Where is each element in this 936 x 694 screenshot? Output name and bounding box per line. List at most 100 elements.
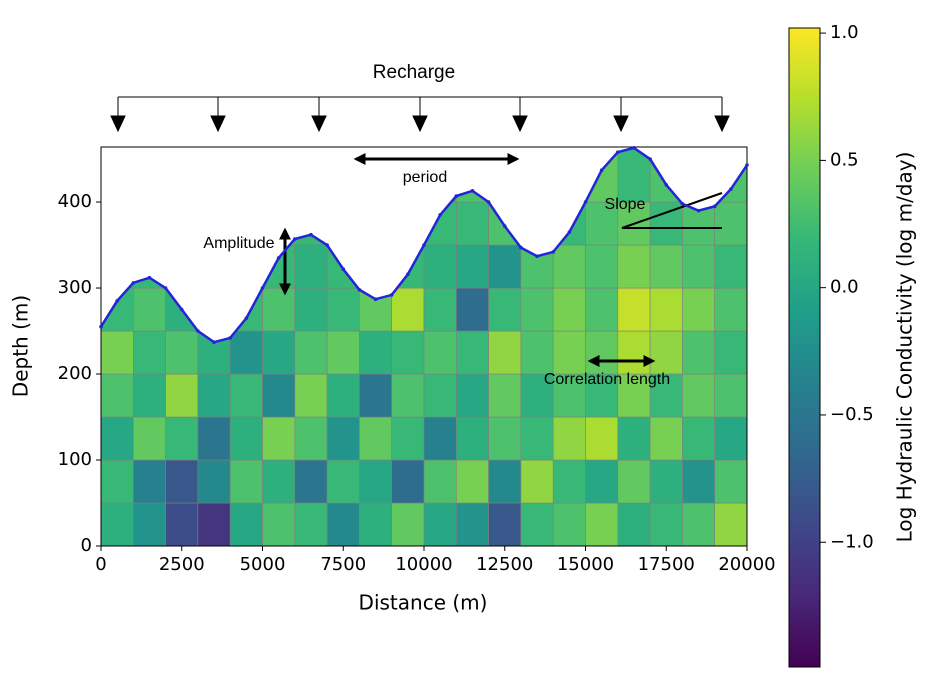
surface-point: [179, 307, 184, 312]
x-axis-label: Distance (m): [359, 591, 488, 615]
recharge-head: [412, 115, 428, 133]
colorbar-label: Log Hydraulic Conductivity (log m/day): [893, 152, 917, 543]
cell: [326, 201, 360, 246]
cell: [391, 502, 425, 546]
surface-point: [535, 254, 539, 259]
cell: [714, 201, 747, 246]
cell: [391, 373, 425, 418]
cell: [229, 459, 263, 504]
cell: [714, 287, 747, 332]
recharge-head: [512, 115, 528, 133]
surface-point: [228, 336, 232, 340]
surface-point: [519, 245, 523, 250]
surface-point: [341, 267, 346, 271]
surface-point: [293, 237, 297, 241]
cell: [488, 459, 522, 504]
surface-point: [163, 286, 168, 290]
cell: [197, 287, 231, 332]
cell: [133, 201, 166, 246]
cell: [165, 330, 199, 375]
cell: [165, 416, 199, 461]
cell: [423, 459, 457, 504]
surface-point: [696, 208, 701, 213]
cell: [520, 373, 554, 418]
cell: [617, 287, 651, 332]
cell: [520, 287, 554, 332]
cell: [682, 287, 716, 332]
cell: [101, 502, 134, 546]
y-tick-label: 300: [58, 277, 92, 298]
cell: [359, 459, 392, 504]
surface-point: [212, 340, 216, 345]
cell: [229, 502, 263, 546]
surface-point: [632, 146, 636, 150]
cell: [649, 459, 683, 504]
recharge-arrows: [110, 96, 730, 133]
cell: [294, 330, 328, 375]
cell: [649, 147, 683, 203]
cell: [165, 147, 199, 203]
surface-point: [406, 272, 410, 277]
y-tick-label: 200: [58, 363, 92, 384]
surface-point: [729, 187, 733, 191]
cell: [682, 330, 716, 375]
cell: [101, 244, 134, 289]
cell: [165, 201, 199, 246]
slope-label: Slope: [605, 196, 646, 213]
y-tick-label: 400: [58, 191, 92, 212]
recharge-head: [714, 115, 730, 133]
cell: [262, 459, 296, 504]
cell: [391, 416, 425, 461]
cell: [714, 459, 747, 504]
cell: [455, 330, 489, 375]
surface-point: [276, 256, 281, 260]
x-tick-label: 0: [95, 554, 106, 575]
x-tick-label: 7500: [320, 554, 366, 575]
cell: [326, 373, 360, 418]
cell: [133, 287, 166, 332]
surface-point: [438, 213, 442, 217]
cell: [294, 502, 328, 546]
surface-point: [99, 324, 103, 329]
cell: [359, 416, 392, 461]
y-tick-label: 0: [81, 535, 92, 556]
surface-point: [454, 194, 459, 198]
surface-point: [486, 200, 491, 204]
cell: [262, 287, 296, 332]
cell: [101, 287, 134, 332]
cell: [552, 459, 586, 504]
cell: [585, 244, 619, 289]
cell: [391, 287, 425, 332]
cell: [391, 459, 425, 504]
cell: [229, 373, 263, 418]
x-tick-label: 10000: [395, 554, 452, 575]
cell: [326, 287, 360, 332]
cell: [359, 201, 392, 246]
cell: [423, 330, 457, 375]
cell: [682, 502, 716, 546]
cell: [294, 287, 328, 332]
cell: [197, 373, 231, 418]
surface-point: [260, 286, 265, 290]
cell: [520, 459, 554, 504]
colorbar: [788, 27, 821, 668]
cell: [101, 330, 134, 375]
cell: [423, 244, 457, 289]
surface-point: [599, 168, 604, 173]
surface-point: [712, 204, 717, 209]
cell: [455, 459, 489, 504]
cell: [488, 416, 522, 461]
cell: [585, 416, 619, 461]
surface-point: [648, 157, 652, 161]
surface-point: [389, 293, 394, 297]
cell: [585, 502, 619, 546]
surface-point: [196, 329, 200, 333]
cell: [133, 330, 166, 375]
cell: [262, 330, 296, 375]
cell: [133, 373, 166, 418]
surface-point: [131, 281, 136, 285]
cell: [520, 502, 554, 546]
cell: [262, 416, 296, 461]
cell: [359, 502, 392, 546]
cell: [165, 244, 199, 289]
